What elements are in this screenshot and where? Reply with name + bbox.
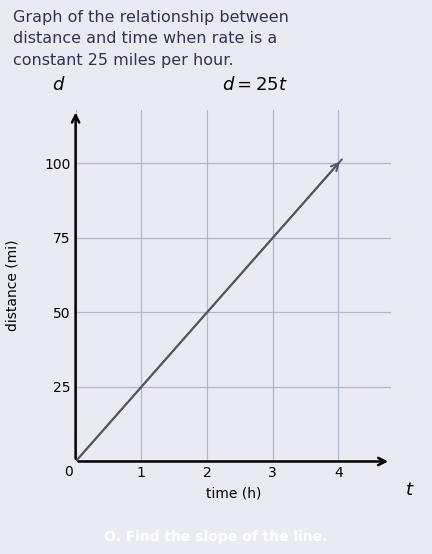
Text: $d = 25t$: $d = 25t$ (222, 76, 289, 94)
Text: 0: 0 (64, 465, 73, 479)
Text: time (h): time (h) (206, 486, 261, 500)
Text: $t$: $t$ (405, 481, 415, 499)
Text: distance (mi): distance (mi) (6, 240, 20, 331)
Text: Graph of the relationship between
distance and time when rate is a
constant 25 m: Graph of the relationship between distan… (13, 9, 289, 68)
Text: $d$: $d$ (51, 76, 65, 94)
Text: O. Find the slope of the line.: O. Find the slope of the line. (104, 530, 328, 544)
